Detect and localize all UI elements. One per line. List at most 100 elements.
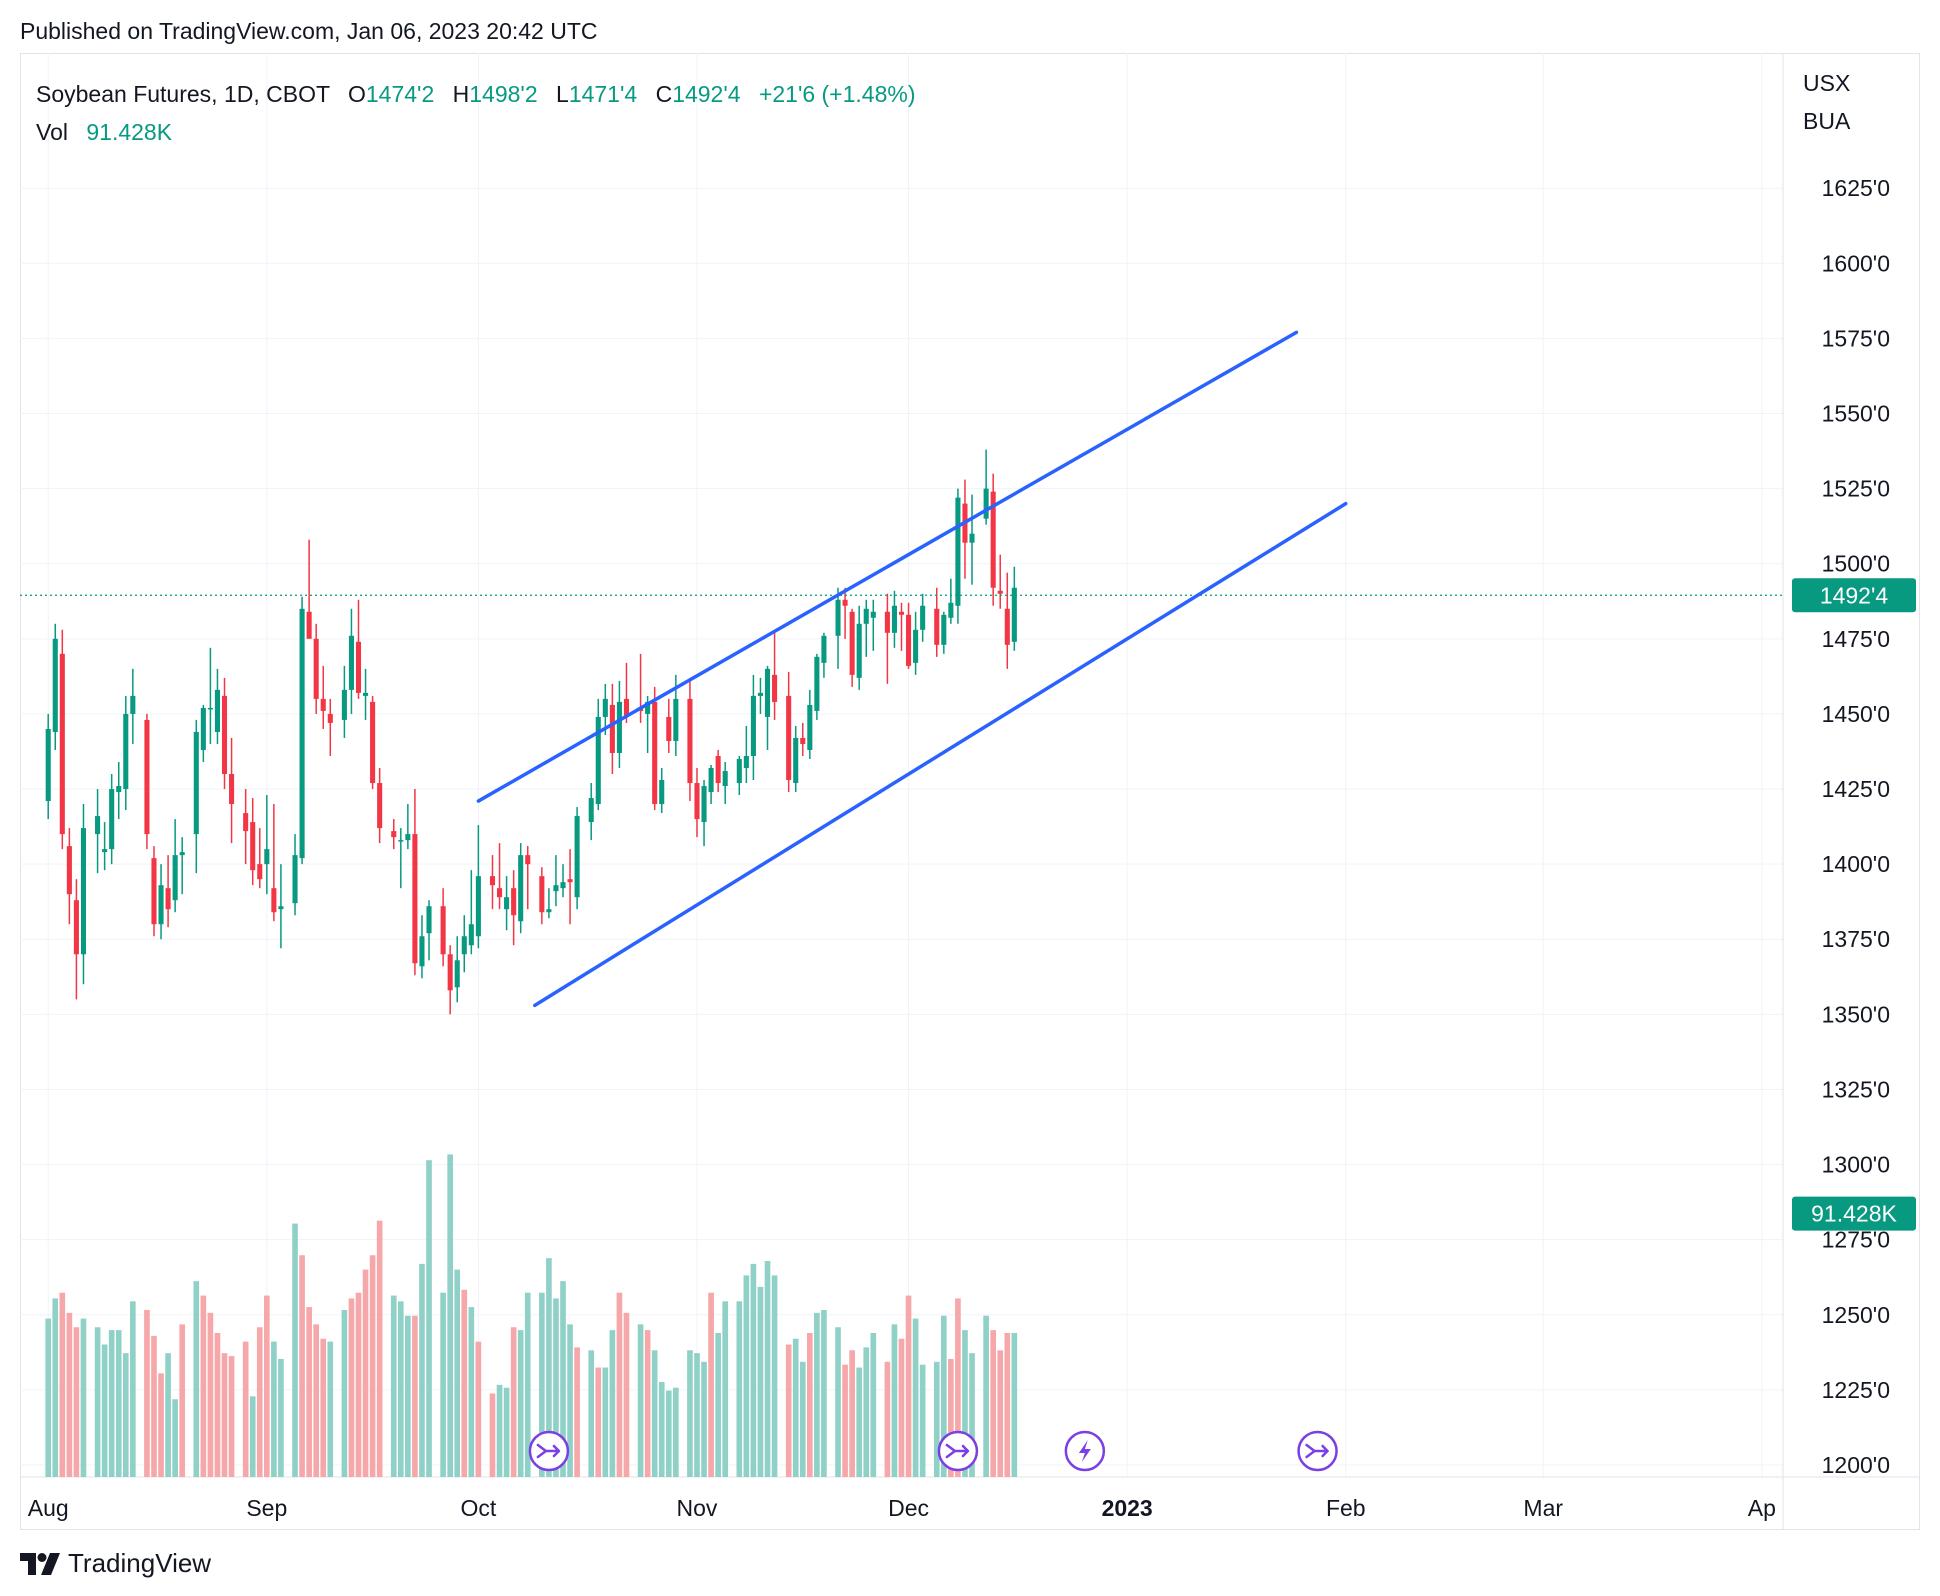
candle-body[interactable] bbox=[955, 497, 961, 606]
candle-body[interactable] bbox=[750, 695, 756, 756]
candle-body[interactable] bbox=[320, 698, 326, 711]
candle-body[interactable] bbox=[807, 704, 813, 750]
candle-body[interactable] bbox=[264, 849, 270, 865]
candle-body[interactable] bbox=[997, 590, 1003, 594]
candle-body[interactable] bbox=[814, 656, 820, 711]
candle-body[interactable] bbox=[123, 713, 129, 790]
candle-body[interactable] bbox=[306, 611, 312, 639]
candle-body[interactable] bbox=[419, 936, 425, 967]
candle-body[interactable] bbox=[447, 954, 453, 991]
candle-body[interactable] bbox=[539, 876, 545, 913]
candle-body[interactable] bbox=[207, 707, 213, 710]
candle-body[interactable] bbox=[553, 885, 559, 892]
candle-body[interactable] bbox=[412, 834, 418, 964]
candle-body[interactable] bbox=[863, 608, 869, 624]
candle-body[interactable] bbox=[1004, 608, 1010, 645]
candle-body[interactable] bbox=[243, 813, 249, 832]
candle-body[interactable] bbox=[1011, 587, 1017, 642]
candle-body[interactable] bbox=[193, 731, 199, 835]
channel-upper-line[interactable] bbox=[476, 330, 1299, 803]
candle-body[interactable] bbox=[659, 780, 665, 805]
candle-body[interactable] bbox=[920, 605, 926, 630]
candle-body[interactable] bbox=[560, 882, 566, 889]
currency-unit[interactable]: USX BUA bbox=[1803, 64, 1850, 140]
candle-body[interactable] bbox=[440, 906, 446, 955]
candle-body[interactable] bbox=[616, 701, 622, 753]
candle-body[interactable] bbox=[574, 816, 580, 898]
candle-body[interactable] bbox=[849, 611, 855, 675]
candle-body[interactable] bbox=[666, 716, 672, 741]
candle-body[interactable] bbox=[200, 707, 206, 750]
candle-body[interactable] bbox=[687, 698, 693, 784]
candle-body[interactable] bbox=[355, 641, 362, 693]
candle-body[interactable] bbox=[786, 695, 792, 781]
candle-body[interactable] bbox=[398, 840, 404, 842]
candle-body[interactable] bbox=[271, 888, 277, 913]
candle-body[interactable] bbox=[348, 635, 354, 690]
candle-body[interactable] bbox=[257, 864, 263, 880]
candle-body[interactable] bbox=[934, 608, 940, 645]
candle-body[interactable] bbox=[454, 960, 460, 988]
candle-body[interactable] bbox=[884, 611, 890, 633]
candle-body[interactable] bbox=[736, 758, 742, 784]
candle-body[interactable] bbox=[835, 599, 841, 636]
candle-body[interactable] bbox=[990, 491, 996, 588]
candle-body[interactable] bbox=[59, 653, 65, 835]
candle-body[interactable] bbox=[948, 602, 954, 618]
candle-body[interactable] bbox=[694, 783, 700, 820]
candle-body[interactable] bbox=[116, 786, 122, 793]
candle-body[interactable] bbox=[327, 713, 333, 723]
candle-body[interactable] bbox=[73, 900, 79, 955]
candle-body[interactable] bbox=[221, 695, 228, 775]
candle-body[interactable] bbox=[109, 789, 115, 850]
channel-lower-line[interactable] bbox=[533, 501, 1348, 1008]
candle-body[interactable] bbox=[292, 855, 298, 904]
candle-body[interactable] bbox=[377, 783, 383, 829]
candle-body[interactable] bbox=[870, 611, 876, 618]
candle-body[interactable] bbox=[214, 689, 220, 732]
candle-body[interactable] bbox=[983, 488, 989, 519]
candle-body[interactable] bbox=[144, 719, 150, 835]
candle-body[interactable] bbox=[179, 852, 185, 856]
candle-body[interactable] bbox=[821, 635, 827, 663]
candle-body[interactable] bbox=[426, 906, 432, 934]
candle-body[interactable] bbox=[165, 888, 171, 910]
candle-body[interactable] bbox=[891, 605, 897, 633]
candle-body[interactable] bbox=[80, 828, 87, 955]
candle-body[interactable] bbox=[461, 936, 467, 955]
candle-body[interactable] bbox=[652, 701, 658, 805]
tradingview-logo[interactable]: TradingView bbox=[20, 1548, 211, 1579]
candle-body[interactable] bbox=[278, 906, 284, 910]
candle-body[interactable] bbox=[645, 701, 651, 714]
candle-body[interactable] bbox=[52, 638, 58, 732]
candle-body[interactable] bbox=[906, 614, 912, 666]
candle-body[interactable] bbox=[363, 692, 369, 696]
candle-body[interactable] bbox=[299, 608, 305, 859]
candle-body[interactable] bbox=[172, 855, 178, 901]
candle-body[interactable] bbox=[701, 786, 707, 823]
candle-body[interactable] bbox=[496, 888, 503, 898]
candle-body[interactable] bbox=[757, 692, 763, 696]
candle-body[interactable] bbox=[567, 879, 573, 883]
candle-body[interactable] bbox=[405, 834, 411, 841]
candle-body[interactable] bbox=[45, 728, 51, 802]
candle-body[interactable] bbox=[229, 774, 235, 805]
candle-body[interactable] bbox=[793, 737, 799, 784]
candle-body[interactable] bbox=[341, 689, 347, 720]
candle-body[interactable] bbox=[764, 668, 771, 717]
candle-body[interactable] bbox=[842, 599, 848, 606]
candle-body[interactable] bbox=[130, 695, 136, 714]
candle-body[interactable] bbox=[475, 876, 481, 937]
candle-body[interactable] bbox=[609, 704, 615, 753]
candle-body[interactable] bbox=[602, 698, 608, 717]
candle-body[interactable] bbox=[743, 755, 749, 769]
candle-body[interactable] bbox=[913, 629, 919, 663]
candle-body[interactable] bbox=[511, 888, 517, 916]
candle-body[interactable] bbox=[715, 755, 721, 784]
candle-body[interactable] bbox=[525, 855, 531, 865]
candle-body[interactable] bbox=[250, 822, 256, 871]
candle-body[interactable] bbox=[722, 771, 728, 787]
candle-body[interactable] bbox=[151, 858, 157, 925]
candle-body[interactable] bbox=[102, 849, 108, 853]
candle-body[interactable] bbox=[489, 876, 496, 886]
